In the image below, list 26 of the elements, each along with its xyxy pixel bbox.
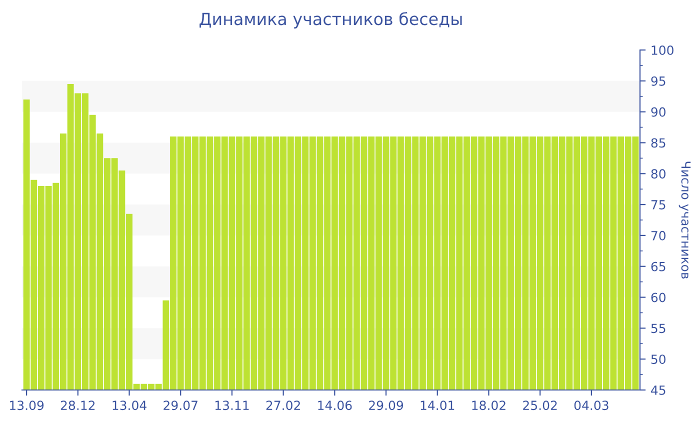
x-tick-label: 13.09 bbox=[10, 400, 44, 410]
y-tick-label: 75 bbox=[651, 200, 666, 210]
y-tick-label: 55 bbox=[651, 324, 666, 334]
y-tick-label: 90 bbox=[651, 107, 666, 117]
x-tick-label: 13.11 bbox=[215, 400, 249, 410]
x-tick-label: 04.03 bbox=[574, 400, 608, 410]
x-tick-label: 14.06 bbox=[318, 400, 352, 410]
x-tick-label: 13.04 bbox=[112, 400, 146, 410]
x-tick-label: 27.02 bbox=[266, 400, 300, 410]
y-axis-title: Число участников bbox=[678, 162, 691, 279]
y-tick-label: 80 bbox=[651, 169, 666, 179]
chart-title: Динамика участников беседы bbox=[200, 12, 462, 28]
x-tick-label: 25.02 bbox=[523, 400, 557, 410]
x-tick-label: 18.02 bbox=[472, 400, 506, 410]
x-tick-label: 29.07 bbox=[164, 400, 198, 410]
y-tick-label: 85 bbox=[651, 138, 666, 148]
x-tick-label: 29.09 bbox=[369, 400, 404, 410]
y-tick-label: 60 bbox=[651, 292, 666, 302]
x-tick-label: 28.12 bbox=[60, 400, 95, 410]
x-tick-label: 14.01 bbox=[420, 400, 454, 410]
y-tick-label: 45 bbox=[651, 386, 666, 395]
y-tick-label: 100 bbox=[652, 45, 674, 55]
y-tick-label: 50 bbox=[651, 354, 666, 364]
y-tick-label: 65 bbox=[651, 262, 666, 272]
y-tick-label: 95 bbox=[651, 76, 666, 86]
y-tick-label: 70 bbox=[651, 230, 666, 240]
